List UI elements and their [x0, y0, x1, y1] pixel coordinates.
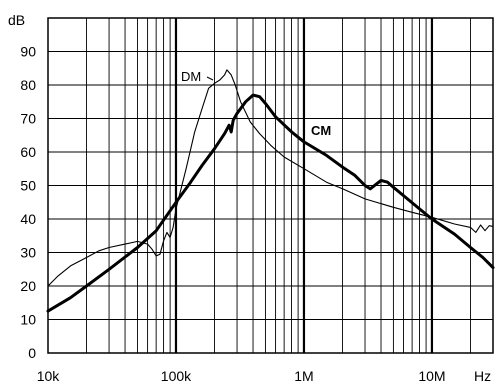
y-tick-label: 60: [20, 144, 36, 160]
x-tick-label: 10M: [418, 368, 445, 384]
y-tick-label: 70: [20, 111, 36, 127]
series-label-cm: CM: [311, 123, 331, 138]
x-tick-label: 1M: [294, 368, 313, 384]
dm-label-leader: [206, 76, 214, 81]
series-layer: [46, 69, 495, 313]
series-label-dm: DM: [181, 69, 201, 84]
y-tick-label: 90: [20, 44, 36, 60]
x-tick-label: 10k: [37, 368, 61, 384]
grid: [48, 18, 493, 353]
tick-labels: 0 10 20 30 40 50 60 70 80 90 10k 100k 1M 10M: [20, 44, 445, 385]
y-tick-label: 30: [20, 245, 36, 261]
x-tick-label: 100k: [161, 368, 192, 384]
y-tick-label: 20: [20, 278, 36, 294]
y-tick-label: 0: [28, 345, 36, 361]
y-tick-label: 10: [20, 312, 36, 328]
y-tick-label: 40: [20, 211, 36, 227]
series-line-cm: [46, 93, 495, 313]
y-tick-label: 50: [20, 178, 36, 194]
y-unit-label: dB: [8, 12, 25, 28]
plot-frame: [47, 17, 494, 354]
y-tick-label: 80: [20, 77, 36, 93]
x-unit-label: Hz: [474, 368, 491, 384]
